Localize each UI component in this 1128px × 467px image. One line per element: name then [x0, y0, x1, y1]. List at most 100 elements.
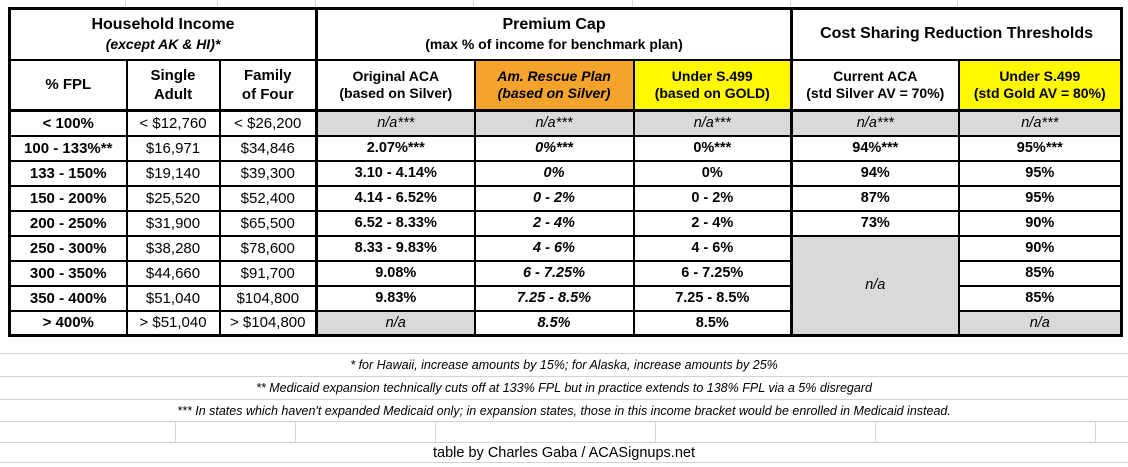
gridline: [175, 422, 176, 442]
table-cell: 300 - 350%: [8, 259, 128, 287]
table-cell: 4.14 - 6.52%: [315, 184, 476, 212]
table-cell: 2 - 4%: [632, 209, 794, 237]
footnote-text: *** In states which haven't expanded Med…: [177, 403, 951, 418]
table-cell: 100 - 133%**: [8, 134, 128, 162]
gridline: [473, 0, 474, 7]
table-cell: 4 - 6%: [632, 234, 794, 262]
gridline: [655, 422, 656, 442]
table-cell: 0%: [473, 159, 635, 187]
table-cell: 90%: [957, 209, 1123, 237]
table-cell: < 100%: [8, 109, 128, 137]
table-cell: $39,300: [218, 159, 319, 187]
table-cell: 7.25 - 8.5%: [632, 284, 794, 312]
col-header-under-s499-csr: Under S.499 (std Gold AV = 80%): [957, 58, 1123, 112]
table-cell: > $51,040: [125, 309, 221, 337]
gridline: [295, 422, 296, 442]
table-cell: 6.52 - 8.33%: [315, 209, 476, 237]
table-cell: 9.83%: [315, 284, 476, 312]
table-cell: < $12,760: [125, 109, 221, 137]
col-header-fpl: % FPL: [8, 58, 128, 112]
col-header-single-adult: Single Adult: [125, 58, 221, 112]
gridline: [875, 422, 876, 442]
table-cell: 150 - 200%: [8, 184, 128, 212]
footnote-text: ** Medicaid expansion technically cuts o…: [256, 381, 872, 395]
footnote-non-expansion-states: *** In states which haven't expanded Med…: [0, 399, 1128, 422]
table-cell-merged-na: n/a: [790, 234, 960, 337]
table-row: 300 - 350% $44,660 $91,700 9.08% 6 - 7.2…: [8, 259, 1123, 287]
footnote-medicaid-expansion: ** Medicaid expansion technically cuts o…: [0, 376, 1128, 399]
gridline: [1095, 422, 1096, 442]
table-cell: 95%: [957, 184, 1123, 212]
table-cell: $31,900: [125, 209, 221, 237]
gridline: [125, 0, 126, 7]
group-title: Premium Cap: [502, 16, 606, 34]
gridline: [790, 0, 791, 7]
table-cell: $91,700: [218, 259, 319, 287]
credit-line: table by Charles Gaba / ACASignups.net: [0, 442, 1128, 463]
table-cell: 85%: [957, 259, 1123, 287]
table-row: 133 - 150% $19,140 $39,300 3.10 - 4.14% …: [8, 159, 1123, 187]
table-cell: 0%***: [473, 134, 635, 162]
credit-text: table by Charles Gaba / ACASignups.net: [433, 444, 695, 461]
table-cell: 8.5%: [473, 309, 635, 337]
table-cell: 95%***: [957, 134, 1123, 162]
table-cell: $16,971: [125, 134, 221, 162]
table-row: < 100% < $12,760 < $26,200 n/a*** n/a***…: [8, 109, 1123, 137]
table-cell: 6 - 7.25%: [473, 259, 635, 287]
table-cell: 0%***: [632, 134, 794, 162]
group-header-row: Household Income (except AK & HI)* Premi…: [8, 7, 1123, 61]
gridline: [217, 0, 218, 7]
group-title: Cost Sharing Reduction Thresholds: [820, 25, 1093, 43]
table-cell: 2 - 4%: [473, 209, 635, 237]
table-cell: 133 - 150%: [8, 159, 128, 187]
table-cell: 0%: [632, 159, 794, 187]
table-cell: $65,500: [218, 209, 319, 237]
col-header-under-s499-gold: Under S.499 (based on GOLD): [632, 58, 794, 112]
table-cell: $25,520: [125, 184, 221, 212]
col-header-original-aca: Original ACA (based on Silver): [315, 58, 476, 112]
table-row: 250 - 300% $38,280 $78,600 8.33 - 9.83% …: [8, 234, 1123, 337]
table-cell: n/a***: [957, 109, 1123, 137]
table-cell: n/a***: [790, 109, 960, 137]
table-cell: 94%***: [790, 134, 960, 162]
group-header-csr-thresholds: Cost Sharing Reduction Thresholds: [790, 7, 1123, 61]
group-header-household-income: Household Income (except AK & HI)*: [8, 7, 319, 61]
gridline: [957, 0, 958, 7]
table-cell: > 400%: [8, 309, 128, 337]
gridline: [632, 0, 633, 7]
table-row: > 400% > $51,040 > $104,800 n/a 8.5% 8.5…: [8, 309, 1123, 337]
group-subtitle: (except AK & HI)*: [105, 36, 221, 53]
table-cell: 85%: [957, 284, 1123, 312]
table-cell: $52,400: [218, 184, 319, 212]
table-cell: 350 - 400%: [8, 284, 128, 312]
group-subtitle: (max % of income for benchmark plan): [425, 36, 683, 53]
table-cell: n/a: [315, 309, 476, 337]
table-cell: n/a***: [315, 109, 476, 137]
table-cell: 87%: [790, 184, 960, 212]
table-cell: 3.10 - 4.14%: [315, 159, 476, 187]
table-cell: n/a: [957, 309, 1123, 337]
table-cell: $19,140: [125, 159, 221, 187]
table-cell: 0 - 2%: [473, 184, 635, 212]
col-header-am-rescue-plan: Am. Rescue Plan (based on Silver): [473, 58, 635, 112]
table-cell: 90%: [957, 234, 1123, 262]
table-cell: 200 - 250%: [8, 209, 128, 237]
table-cell: < $26,200: [218, 109, 319, 137]
table-cell: 8.33 - 9.83%: [315, 234, 476, 262]
table-cell: 6 - 7.25%: [632, 259, 794, 287]
table-cell: 94%: [790, 159, 960, 187]
table-row: 100 - 133%** $16,971 $34,846 2.07%*** 0%…: [8, 134, 1123, 162]
table-cell: n/a***: [473, 109, 635, 137]
col-header-family-of-four: Family of Four: [218, 58, 319, 112]
table-cell: $78,600: [218, 234, 319, 262]
table-cell: 73%: [790, 209, 960, 237]
table-row: 350 - 400% $51,040 $104,800 9.83% 7.25 -…: [8, 284, 1123, 312]
table-cell: n/a***: [632, 109, 794, 137]
table-cell: 95%: [957, 159, 1123, 187]
table-cell: $104,800: [218, 284, 319, 312]
table-cell: $34,846: [218, 134, 319, 162]
table-cell: $38,280: [125, 234, 221, 262]
table-cell: 9.08%: [315, 259, 476, 287]
table-cell: > $104,800: [218, 309, 319, 337]
